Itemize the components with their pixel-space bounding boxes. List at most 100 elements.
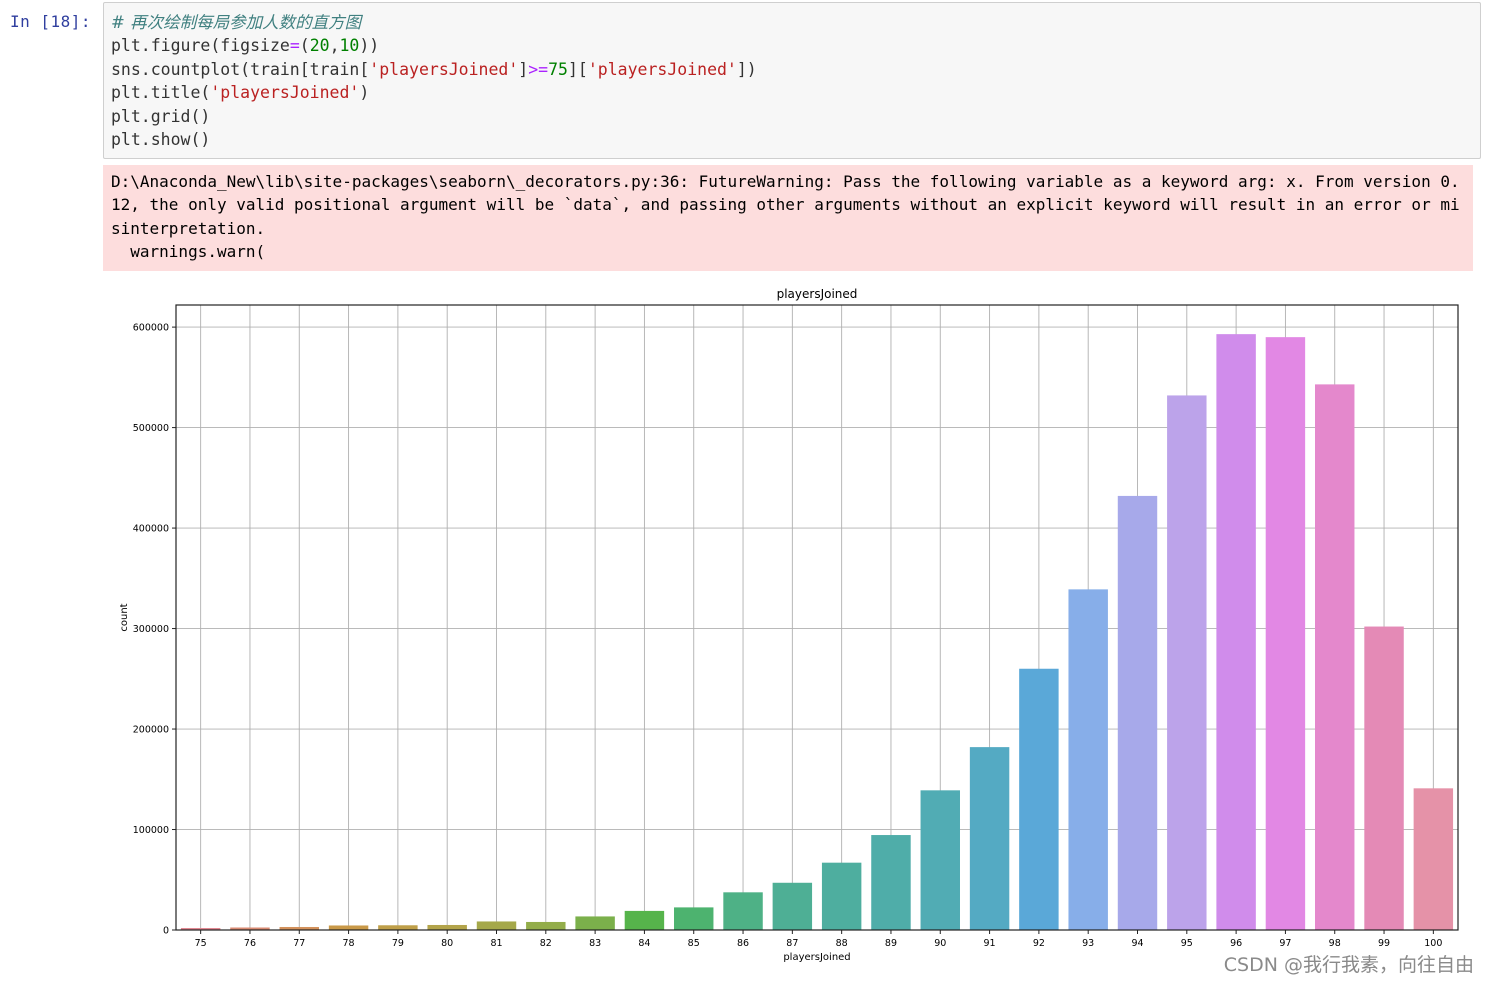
x-tick-label: 89 bbox=[885, 938, 897, 949]
x-tick-label: 86 bbox=[737, 938, 749, 949]
code-line: sns.countplot(train[train['playersJoined… bbox=[111, 58, 1480, 81]
stderr-line: warnings.warn( bbox=[111, 241, 266, 261]
x-tick-label: 83 bbox=[589, 938, 601, 949]
axis-layer: 75 76 77 78 79 80 81 82 83 84 85 86 87 88 89 90 91 92 93 94… bbox=[133, 323, 1443, 949]
x-tick-label: 94 bbox=[1131, 938, 1143, 949]
bar-75 bbox=[180, 927, 221, 930]
bar-93 bbox=[1068, 589, 1108, 930]
y-tick-label: 100000 bbox=[133, 825, 169, 836]
x-tick-label: 92 bbox=[1033, 938, 1045, 949]
bar-89 bbox=[871, 835, 911, 930]
bar-96 bbox=[1216, 334, 1256, 930]
bar-91 bbox=[969, 747, 1010, 930]
bar-95 bbox=[1167, 395, 1207, 930]
csdn-watermark: CSDN @我行我素，向往自由 bbox=[1223, 954, 1474, 976]
code-token: ][ bbox=[567, 59, 588, 79]
stderr-line: 12, the only valid positional argument w… bbox=[111, 195, 1460, 215]
code-token: plt.title( bbox=[111, 83, 211, 103]
countplot-figure: 75 76 77 78 79 80 81 82 83 84 85 86 87 88 89 90 91 92 93 94… bbox=[100, 278, 1475, 972]
y-tick-label: 0 bbox=[163, 926, 169, 937]
bar-82 bbox=[526, 921, 566, 930]
bar-92 bbox=[1019, 668, 1059, 930]
y-tick-label: 400000 bbox=[133, 524, 169, 535]
bar-97 bbox=[1265, 337, 1306, 930]
x-tick-label: 97 bbox=[1279, 938, 1291, 949]
bar-88 bbox=[821, 862, 862, 930]
x-tick-label: 95 bbox=[1181, 938, 1193, 949]
bar-99 bbox=[1364, 626, 1404, 930]
code-token: ] bbox=[518, 59, 529, 79]
stderr-output: D:\Anaconda_New\lib\site-packages\seabor… bbox=[103, 165, 1473, 271]
code-token: 'playersJoined' bbox=[210, 83, 360, 103]
x-tick-label: 85 bbox=[688, 938, 700, 949]
x-tick-label: 91 bbox=[984, 938, 996, 949]
code-cell-editor[interactable]: # 再次绘制每局参加人数的直方图 plt.figure(figsize=(20,… bbox=[103, 2, 1481, 159]
x-tick-label: 87 bbox=[786, 938, 798, 949]
cell-prompt: In [18]: bbox=[10, 12, 92, 31]
code-token: plt.figure(figsize bbox=[111, 36, 290, 56]
code-token: = bbox=[289, 36, 300, 56]
bar-84 bbox=[624, 910, 665, 930]
x-tick-label: 84 bbox=[638, 938, 650, 949]
code-token: ( bbox=[299, 36, 310, 56]
code-token: 'playersJoined' bbox=[587, 59, 737, 79]
code-token: 20 bbox=[309, 36, 330, 56]
code-token: sns.countplot(train[train[ bbox=[111, 59, 370, 79]
y-tick-label: 200000 bbox=[133, 725, 169, 736]
x-tick-label: 78 bbox=[343, 938, 355, 949]
code-token: , bbox=[329, 36, 340, 56]
code-token: >= bbox=[528, 59, 549, 79]
code-token: )) bbox=[359, 36, 380, 56]
x-tick-label: 77 bbox=[293, 938, 305, 949]
code-line: plt.show() bbox=[111, 130, 211, 150]
stderr-line: sinterpretation. bbox=[111, 218, 266, 238]
bar-100 bbox=[1413, 788, 1454, 930]
x-tick-label: 79 bbox=[392, 938, 404, 949]
code-token: 'playersJoined' bbox=[369, 59, 519, 79]
x-tick-label: 99 bbox=[1378, 938, 1390, 949]
bar-81 bbox=[476, 921, 517, 930]
stderr-line: D:\Anaconda_New\lib\site-packages\seabor… bbox=[111, 172, 1460, 191]
code-line: plt.title('playersJoined') bbox=[111, 81, 1480, 104]
bar-78 bbox=[328, 925, 369, 930]
bar-90 bbox=[920, 790, 960, 930]
x-tick-label: 100 bbox=[1424, 938, 1442, 949]
code-token: 75 bbox=[548, 59, 568, 79]
y-axis-label: count bbox=[119, 603, 130, 631]
y-tick-label: 500000 bbox=[133, 423, 169, 434]
plot-frame bbox=[175, 304, 1459, 931]
bar-85 bbox=[674, 907, 714, 930]
bar-86 bbox=[723, 892, 763, 930]
x-tick-label: 90 bbox=[934, 938, 946, 949]
bar-83 bbox=[575, 916, 615, 930]
x-tick-label: 76 bbox=[244, 938, 256, 949]
x-tick-label: 75 bbox=[195, 938, 207, 949]
code-line: plt.grid() bbox=[111, 106, 211, 126]
chart-title: playersJoined bbox=[777, 287, 858, 301]
x-tick-label: 98 bbox=[1329, 938, 1341, 949]
bar-80 bbox=[427, 924, 467, 930]
x-axis-label: playersJoined bbox=[783, 952, 850, 963]
code-comment: # 再次绘制每局参加人数的直方图 bbox=[111, 13, 362, 32]
code-token: ]) bbox=[736, 59, 757, 79]
bar-layer bbox=[180, 334, 1454, 930]
bar-76 bbox=[230, 927, 270, 930]
x-tick-label: 82 bbox=[540, 938, 552, 949]
x-tick-label: 93 bbox=[1082, 938, 1094, 949]
code-token: 10 bbox=[339, 36, 360, 56]
code-line: # 再次绘制每局参加人数的直方图 bbox=[111, 11, 1480, 34]
y-tick-label: 600000 bbox=[133, 323, 169, 334]
countplot-svg: 75 76 77 78 79 80 81 82 83 84 85 86 87 88 89 90 91 92 93 94… bbox=[119, 287, 1459, 963]
code-line: plt.figure(figsize=(20,10)) bbox=[111, 34, 1480, 57]
bar-87 bbox=[772, 882, 813, 930]
x-tick-label: 96 bbox=[1230, 938, 1242, 949]
bar-77 bbox=[279, 926, 319, 930]
x-tick-label: 81 bbox=[490, 938, 502, 949]
bar-79 bbox=[378, 925, 418, 930]
code-token: ) bbox=[359, 83, 370, 103]
y-tick-label: 300000 bbox=[133, 624, 169, 635]
x-tick-label: 80 bbox=[441, 938, 453, 949]
bar-98 bbox=[1315, 384, 1355, 930]
x-tick-label: 88 bbox=[836, 938, 848, 949]
bar-94 bbox=[1117, 495, 1158, 930]
